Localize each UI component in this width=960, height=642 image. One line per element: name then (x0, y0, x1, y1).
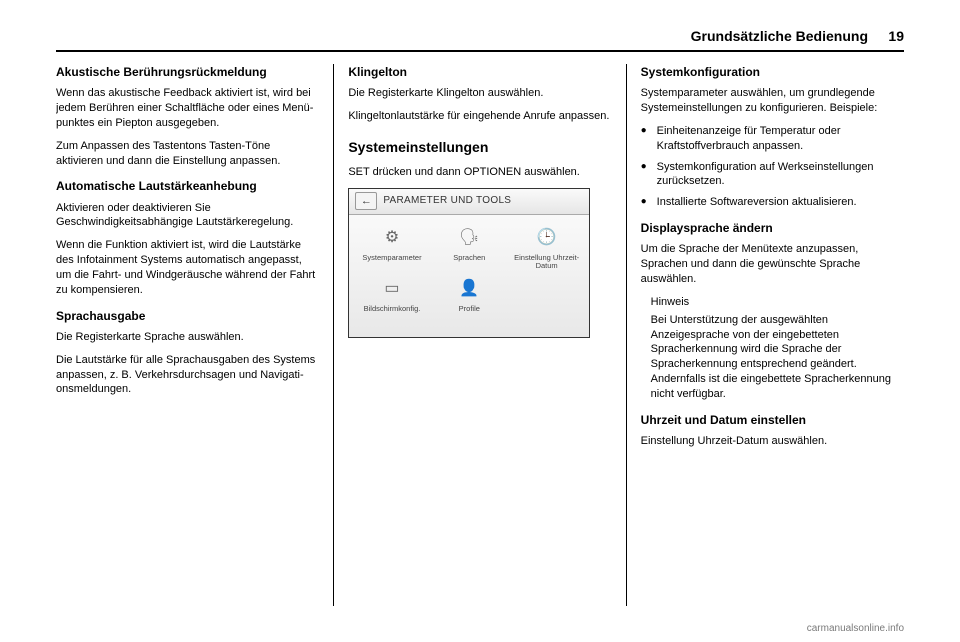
heading-system-settings: Systemeinstellungen (348, 138, 611, 157)
menu-item-bildschirmkonfig[interactable]: ▭ Bildschirmkonfig. (355, 276, 429, 313)
page-number: 19 (888, 28, 904, 44)
heading-speech-output: Sprachausgabe (56, 308, 319, 324)
menu-label: Systemparameter (355, 254, 429, 262)
paragraph: Aktivieren oder deaktivieren Sie Geschwi… (56, 201, 319, 231)
menu-label: Einstellung Uhrzeit-Datum (510, 254, 584, 271)
list-item: Systemkonfiguration auf Werks­einstellun… (641, 160, 904, 190)
heading-system-configuration: Systemkonfiguration (641, 64, 904, 80)
back-button[interactable]: ← (355, 192, 377, 210)
heading-auto-volume: Automatische Lautstärkeanhebung (56, 178, 319, 194)
screenshot-grid: ⚙ Systemparameter 🗣 Sprachen 🕒 Einstellu… (349, 219, 589, 337)
clock-icon: 🕒 (532, 225, 562, 251)
display-icon: ▭ (377, 276, 407, 302)
menu-item-sprachen[interactable]: 🗣 Sprachen (432, 225, 506, 271)
content-columns: Akustische Berührungsrückmeldung Wenn da… (56, 64, 904, 606)
section-title: Grundsätzliche Bedienung (691, 28, 868, 44)
column-separator (333, 64, 334, 606)
paragraph: SET drücken und dann OPTIONEN auswählen. (348, 165, 611, 180)
speech-icon: 🗣 (454, 225, 484, 251)
screenshot-header: ← PARAMETER UND TOOLS (349, 189, 589, 215)
column-separator (626, 64, 627, 606)
screenshot-title: PARAMETER UND TOOLS (383, 194, 511, 208)
screenshot-row: ▭ Bildschirmkonfig. 👤 Profile (353, 276, 585, 313)
list-item: Einheitenanzeige für Temperatur oder Kra… (641, 124, 904, 154)
paragraph: Einstellung Uhrzeit-Datum auswäh­len. (641, 434, 904, 449)
menu-item-uhrzeit-datum[interactable]: 🕒 Einstellung Uhrzeit-Datum (510, 225, 584, 271)
manual-page: Grundsätzliche Bedienung 19 Akustische B… (0, 0, 960, 642)
paragraph: Die Registerkarte Klingelton auswäh­len. (348, 86, 611, 101)
heading-display-language: Displaysprache ändern (641, 220, 904, 236)
menu-label: Profile (432, 305, 506, 313)
paragraph: Wenn die Funktion aktiviert ist, wird di… (56, 238, 319, 297)
profile-icon: 👤 (454, 276, 484, 302)
paragraph: Zum Anpassen des Tastentons Tasten-Töne … (56, 139, 319, 169)
heading-acoustic-feedback: Akustische Berührungsrückmeldung (56, 64, 319, 80)
menu-label: Bildschirmkonfig. (355, 305, 429, 313)
page-header: Grundsätzliche Bedienung 19 (56, 28, 904, 50)
column-2: Klingelton Die Registerkarte Klingelton … (348, 64, 611, 606)
menu-item-profile[interactable]: 👤 Profile (432, 276, 506, 313)
paragraph: Systemparameter auswählen, um grundlegen… (641, 86, 904, 116)
paragraph: Die Lautstärke für alle Sprachausga­ben … (56, 353, 319, 398)
menu-label: Sprachen (432, 254, 506, 262)
gear-icon: ⚙ (377, 225, 407, 251)
arrow-left-icon: ← (361, 194, 372, 209)
menu-item-systemparameter[interactable]: ⚙ Systemparameter (355, 225, 429, 271)
infotainment-screenshot: ← PARAMETER UND TOOLS ⚙ Systemparameter … (348, 188, 590, 338)
paragraph: Klingeltonlautstärke für eingehende Anru… (348, 109, 611, 124)
list-item: Installierte Softwareversion aktu­alisie… (641, 195, 904, 210)
note-body: Bei Unterstützung der ausgewählten Anzei… (651, 313, 904, 402)
paragraph: Wenn das akustische Feedback akti­viert … (56, 86, 319, 131)
header-rule (56, 50, 904, 52)
heading-ringtone: Klingelton (348, 64, 611, 80)
column-3: Systemkonfiguration Systemparameter ausw… (641, 64, 904, 606)
note-title: Hinweis (651, 295, 904, 310)
paragraph: Um die Sprache der Menütexte anzu­passen… (641, 242, 904, 287)
note-block: Hinweis Bei Unterstützung der ausgewählt… (651, 295, 904, 402)
footer-source: carmanualsonline.info (807, 623, 904, 634)
screenshot-row: ⚙ Systemparameter 🗣 Sprachen 🕒 Einstellu… (353, 225, 585, 271)
bullet-list: Einheitenanzeige für Temperatur oder Kra… (641, 124, 904, 210)
column-1: Akustische Berührungsrückmeldung Wenn da… (56, 64, 319, 606)
heading-time-date: Uhrzeit und Datum einstellen (641, 412, 904, 428)
paragraph: Die Registerkarte Sprache auswäh­len. (56, 330, 319, 345)
